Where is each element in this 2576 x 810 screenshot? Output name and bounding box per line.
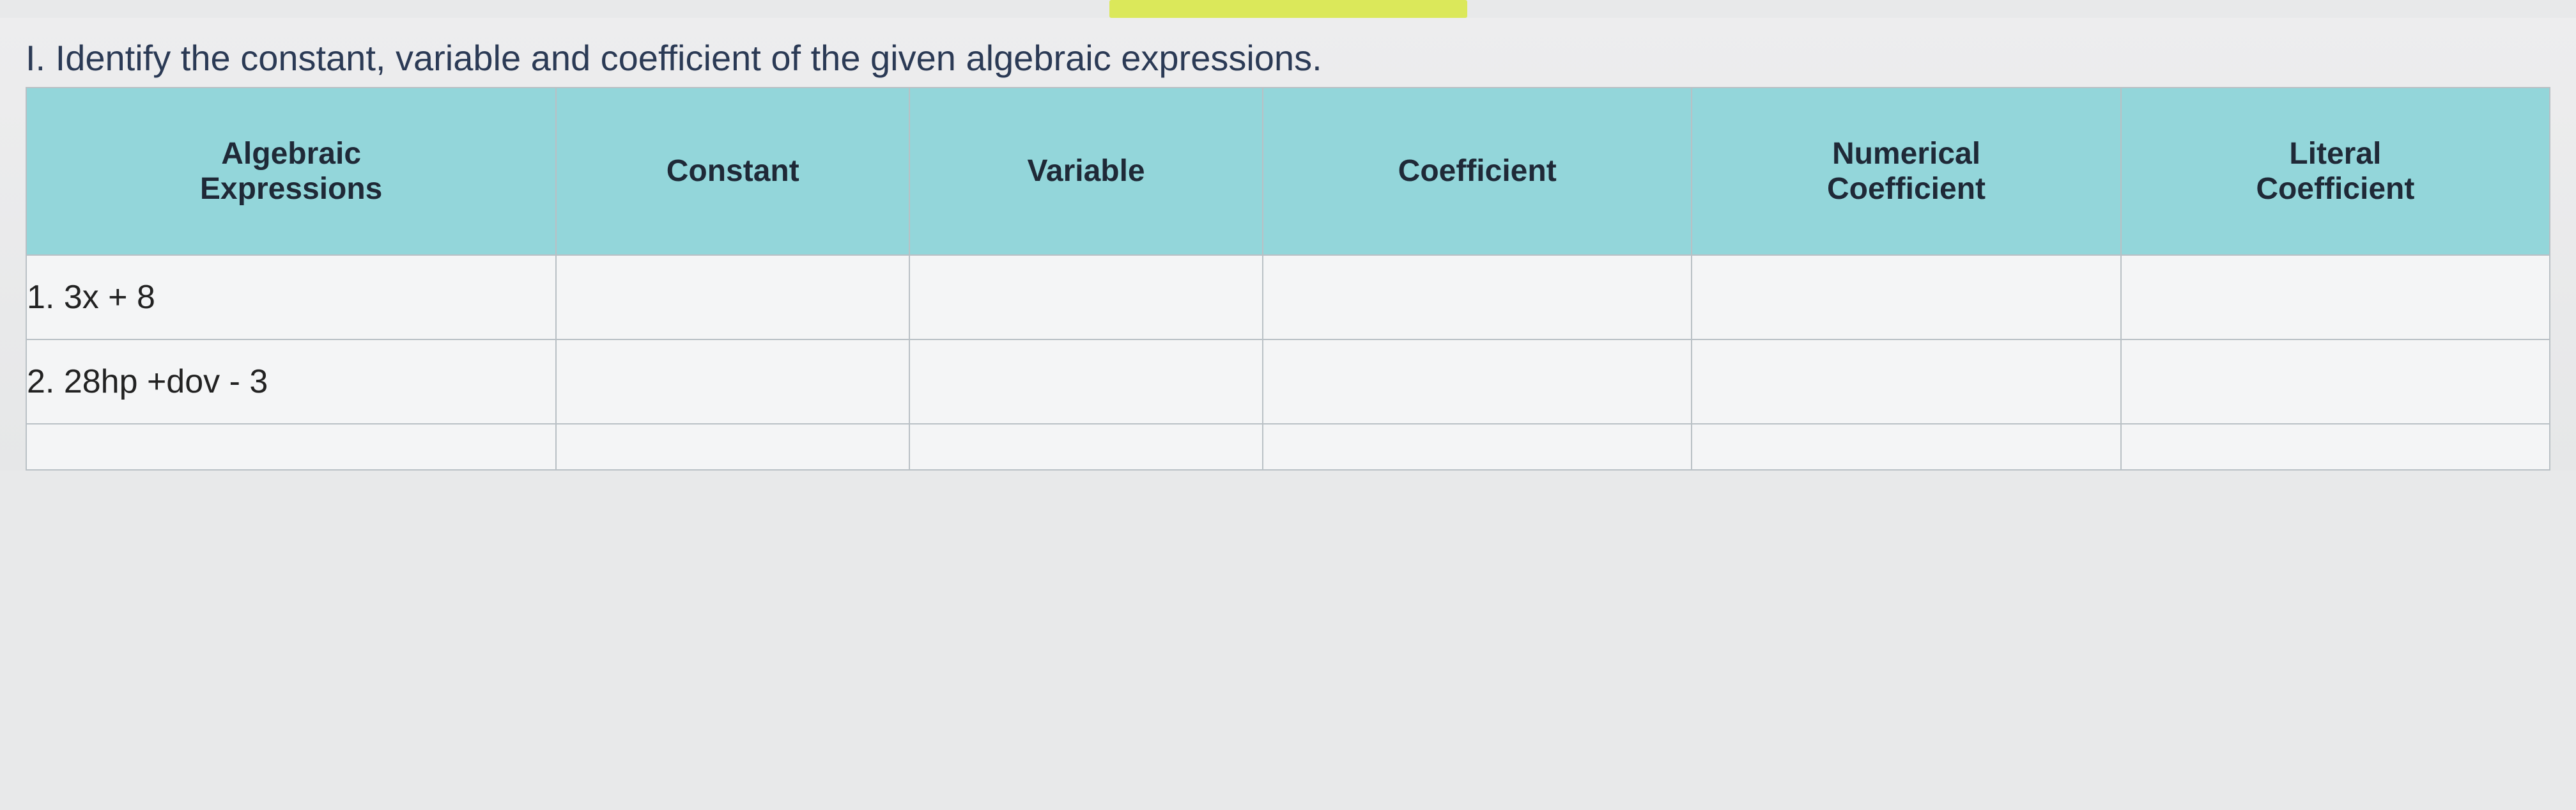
header-label: Coefficient [1398, 153, 1557, 189]
header-literal-coefficient: LiteralCoefficient [2121, 88, 2550, 255]
header-label: LiteralCoefficient [2256, 136, 2414, 206]
cell-expression-fragment [26, 424, 556, 470]
cell-expression: 1. 3x + 8 [26, 255, 556, 339]
cell-numerical[interactable] [1692, 255, 2120, 339]
header-coefficient: Coefficient [1263, 88, 1692, 255]
header-algebraic-expressions: AlgebraicExpressions [26, 88, 556, 255]
header-label: NumericalCoefficient [1827, 136, 1986, 206]
cell-empty-fragment [556, 424, 909, 470]
cell-coefficient[interactable] [1263, 255, 1692, 339]
header-numerical-coefficient: NumericalCoefficient [1692, 88, 2120, 255]
algebraic-expressions-table: AlgebraicExpressions Constant Variable C… [26, 87, 2550, 471]
cell-variable[interactable] [909, 339, 1263, 424]
cell-empty-fragment [909, 424, 1263, 470]
cell-constant[interactable] [556, 339, 909, 424]
table-row: 1. 3x + 8 [26, 255, 2550, 339]
cell-empty-fragment [1692, 424, 2120, 470]
header-variable: Variable [909, 88, 1263, 255]
header-constant: Constant [556, 88, 909, 255]
header-label: Constant [667, 153, 799, 189]
page-container: I. Identify the constant, variable and c… [0, 18, 2576, 471]
cell-empty-fragment [2121, 424, 2550, 470]
cell-numerical[interactable] [1692, 339, 2120, 424]
cell-expression: 2. 28hp +dov - 3 [26, 339, 556, 424]
cell-coefficient[interactable] [1263, 339, 1692, 424]
table-header-row: AlgebraicExpressions Constant Variable C… [26, 88, 2550, 255]
header-label: Variable [1028, 153, 1145, 189]
table-row: 2. 28hp +dov - 3 [26, 339, 2550, 424]
table-row-fragment [26, 424, 2550, 470]
cell-empty-fragment [1263, 424, 1692, 470]
cell-literal[interactable] [2121, 255, 2550, 339]
top-highlight-strip [1109, 0, 1467, 18]
cell-literal[interactable] [2121, 339, 2550, 424]
cell-constant[interactable] [556, 255, 909, 339]
cell-variable[interactable] [909, 255, 1263, 339]
instruction-text: I. Identify the constant, variable and c… [26, 36, 2550, 81]
header-label: AlgebraicExpressions [200, 136, 382, 206]
